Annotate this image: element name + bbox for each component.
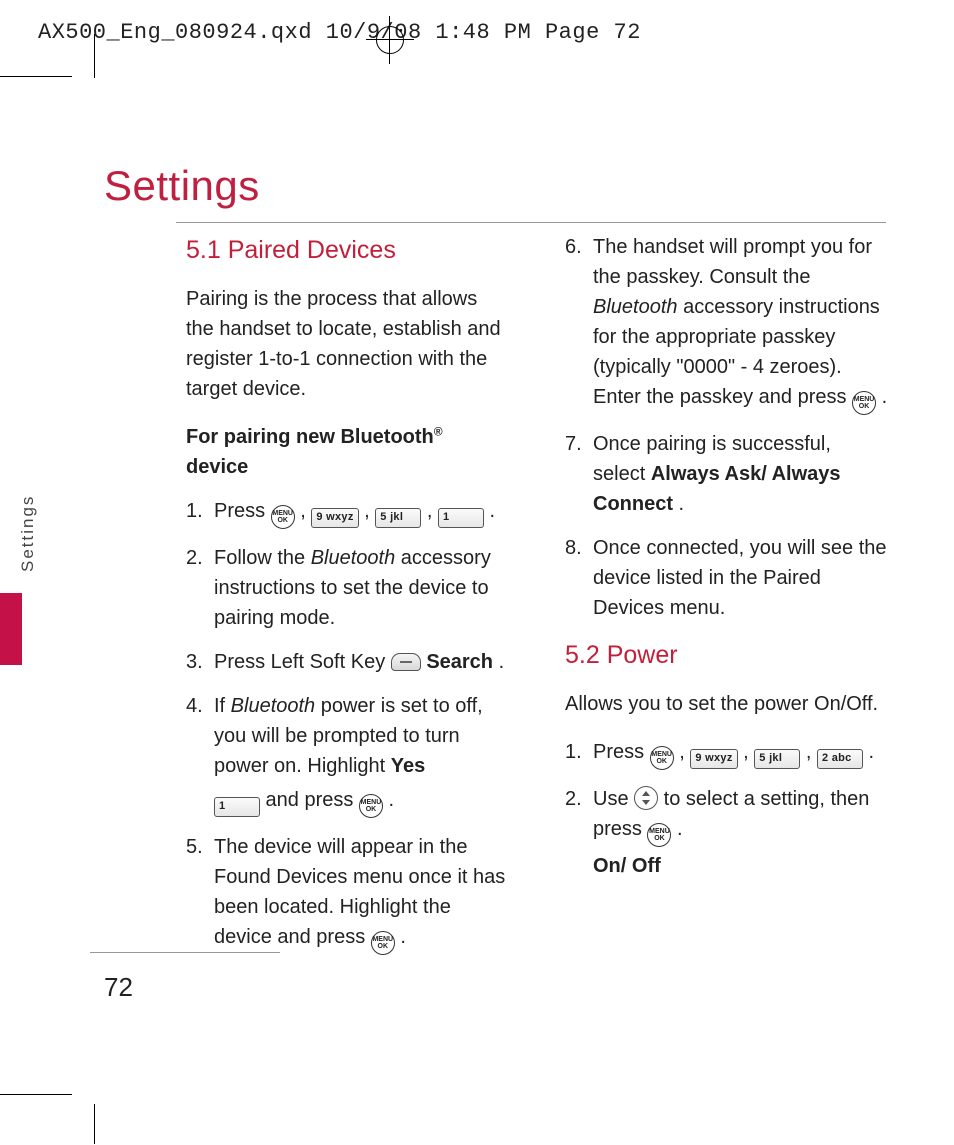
bold-term: Search (426, 651, 493, 673)
text: . (863, 741, 874, 763)
footer-rule (90, 952, 280, 953)
prepress-slug: AX500_Eng_080924.qxd 10/9/08 1:48 PM Pag… (38, 20, 641, 45)
keypad-1-icon: 1 (214, 797, 260, 817)
section-52-intro: Allows you to set the power On/Off. (565, 689, 888, 719)
section-heading-52: 5.2 Power (565, 637, 888, 675)
registered-mark: ® (434, 424, 443, 438)
text: Press (214, 500, 271, 522)
text: Press (593, 741, 650, 763)
step-number: 5. (186, 832, 214, 955)
italic-term: Bluetooth (593, 296, 678, 318)
step-3: 3. Press Left Soft Key Search . (186, 647, 509, 677)
text: . (484, 500, 495, 522)
text: Follow the (214, 547, 311, 569)
page-title: Settings (104, 162, 260, 210)
step-2: 2. Follow the Bluetooth accessory instru… (186, 543, 509, 633)
section-51-intro: Pairing is the process that allows the h… (186, 284, 509, 404)
text: , (800, 741, 817, 763)
keypad-9-icon: 9 wxyz (690, 749, 737, 769)
text: . (876, 386, 887, 408)
nav-key-icon (634, 786, 658, 810)
ok-key-icon: MENUOK (852, 391, 876, 415)
step-body: Press MENUOK , 9 wxyz , 5 jkl , 1 . (214, 496, 509, 529)
step-number: 6. (565, 232, 593, 415)
keypad-5-icon: 5 jkl (375, 508, 421, 528)
body-columns: 5.1 Paired Devices Pairing is the proces… (186, 232, 888, 969)
text: , (421, 500, 438, 522)
step-7: 7. Once pairing is successful, select Al… (565, 429, 888, 519)
text: , (359, 500, 376, 522)
text: device (186, 456, 248, 478)
step-52-2: 2. Use to select a setting, then press M… (565, 784, 888, 881)
keypad-5-icon: 5 jkl (754, 749, 800, 769)
left-soft-key-icon (391, 653, 421, 671)
italic-term: Bluetooth (231, 695, 316, 717)
step-body: If Bluetooth power is set to off, you wi… (214, 691, 509, 818)
text: , (738, 741, 755, 763)
text: The device will appear in the Found Devi… (214, 836, 505, 948)
text: . (671, 818, 682, 840)
text: If (214, 695, 231, 717)
registration-mark (372, 22, 408, 58)
header-rule (176, 222, 886, 223)
side-tab-label: Settings (18, 495, 38, 572)
step-number: 8. (565, 533, 593, 623)
step-6: 6. The handset will prompt you for the p… (565, 232, 888, 415)
crop-mark (94, 1104, 95, 1144)
page-number: 72 (104, 972, 133, 1003)
text: , (295, 500, 312, 522)
step-number: 3. (186, 647, 214, 677)
step-body: Use to select a setting, then press MENU… (593, 784, 888, 881)
step-52-1: 1. Press MENUOK , 9 wxyz , 5 jkl , 2 abc… (565, 737, 888, 770)
step-number: 1. (186, 496, 214, 529)
ok-key-icon: MENUOK (359, 794, 383, 818)
keypad-1-icon: 1 (438, 508, 484, 528)
step-4: 4. If Bluetooth power is set to off, you… (186, 691, 509, 818)
crop-mark (0, 76, 72, 77)
text: For pairing new Bluetooth (186, 426, 434, 448)
step-5: 5. The device will appear in the Found D… (186, 832, 509, 955)
text: . (673, 493, 684, 515)
text: The handset will prompt you for the pass… (593, 236, 872, 288)
step-number: 2. (186, 543, 214, 633)
text: , (674, 741, 691, 763)
column-left: 5.1 Paired Devices Pairing is the proces… (186, 232, 509, 969)
text: Press Left Soft Key (214, 651, 391, 673)
page-content: Settings Settings 5.1 Paired Devices Pai… (104, 72, 896, 1072)
side-tab-bar (0, 593, 22, 665)
step-body: Once pairing is successful, select Alway… (593, 429, 888, 519)
step-body: The handset will prompt you for the pass… (593, 232, 888, 415)
text: . (493, 651, 504, 673)
bold-term: Yes (391, 755, 425, 777)
step-number: 1. (565, 737, 593, 770)
step-8: 8. Once connected, you will see the devi… (565, 533, 888, 623)
step-body: Once connected, you will see the device … (593, 533, 888, 623)
text: Use (593, 788, 634, 810)
text: . (395, 926, 406, 948)
step-number: 7. (565, 429, 593, 519)
step-1: 1. Press MENUOK , 9 wxyz , 5 jkl , 1 . (186, 496, 509, 529)
crop-mark (0, 1094, 72, 1095)
step-body: Follow the Bluetooth accessory instructi… (214, 543, 509, 633)
step-body: Press Left Soft Key Search . (214, 647, 509, 677)
section-51-subhead: For pairing new Bluetooth® device (186, 422, 509, 482)
step-number: 4. (186, 691, 214, 818)
ok-key-icon: MENUOK (647, 823, 671, 847)
ok-key-icon: MENUOK (650, 746, 674, 770)
text: . (383, 789, 394, 811)
step-number: 2. (565, 784, 593, 881)
ok-key-icon: MENUOK (271, 505, 295, 529)
bold-term: On/ Off (593, 855, 661, 877)
step-body: The device will appear in the Found Devi… (214, 832, 509, 955)
italic-term: Bluetooth (311, 547, 396, 569)
step-body: Press MENUOK , 9 wxyz , 5 jkl , 2 abc . (593, 737, 888, 770)
crop-mark (94, 34, 95, 78)
column-right: 6. The handset will prompt you for the p… (565, 232, 888, 969)
section-heading-51: 5.1 Paired Devices (186, 232, 509, 270)
keypad-9-icon: 9 wxyz (311, 508, 358, 528)
ok-key-icon: MENUOK (371, 931, 395, 955)
keypad-2-icon: 2 abc (817, 749, 863, 769)
text: and press (260, 789, 359, 811)
